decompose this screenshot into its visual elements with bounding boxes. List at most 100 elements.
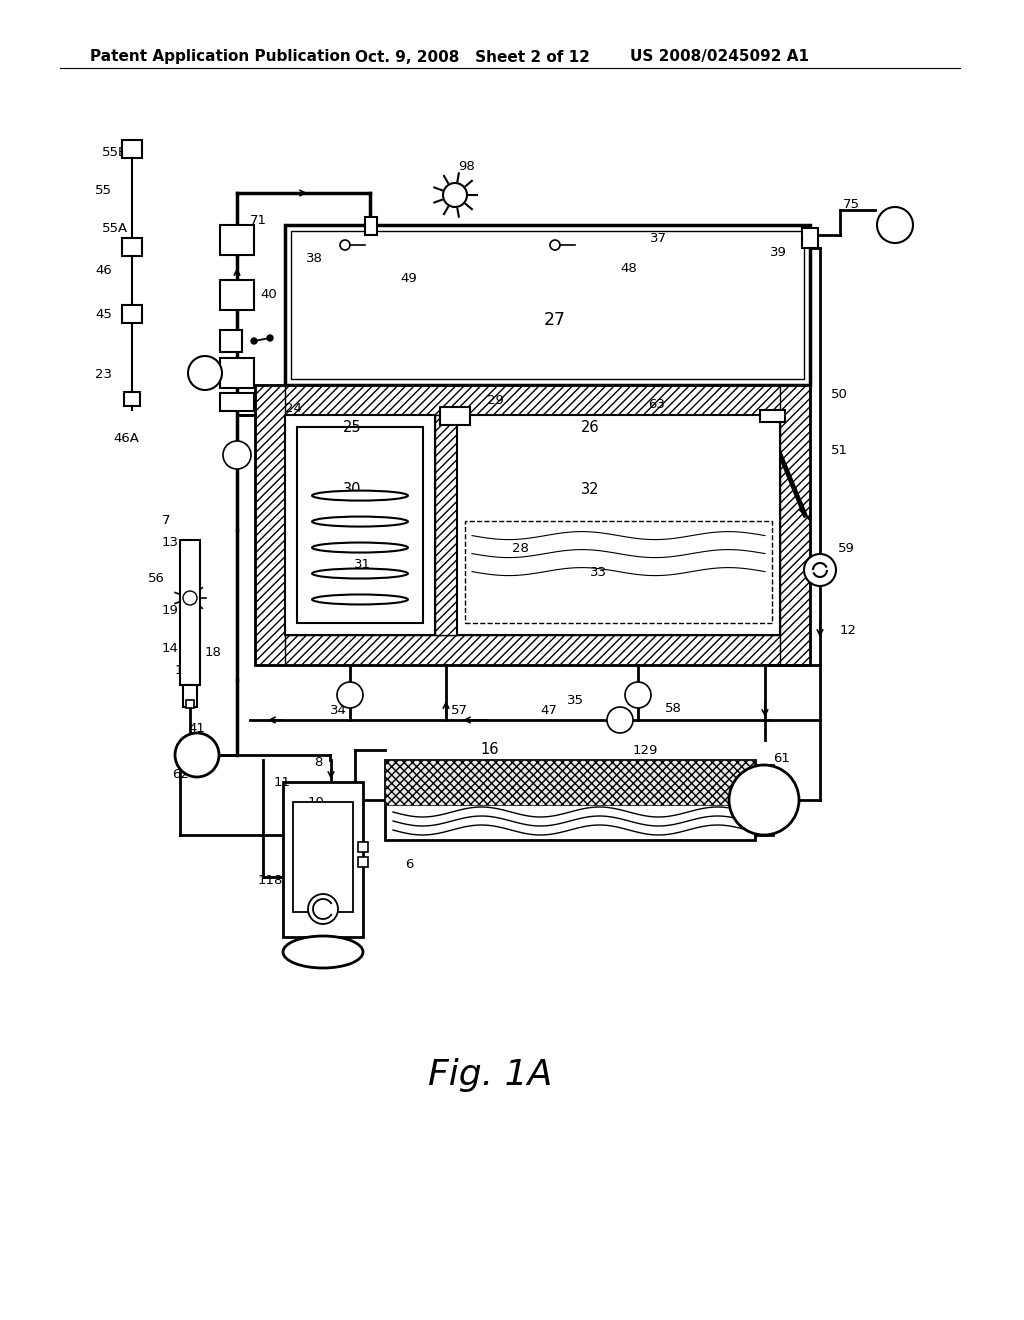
Bar — [285, 224, 810, 385]
Bar — [780, 385, 810, 665]
Bar — [291, 231, 804, 379]
Text: 39: 39 — [770, 246, 786, 259]
Bar — [802, 228, 818, 248]
Bar — [122, 238, 142, 256]
Bar — [358, 857, 368, 867]
Text: 84: 84 — [228, 396, 246, 408]
Bar — [220, 358, 254, 388]
Text: 57: 57 — [451, 704, 468, 717]
Text: 62: 62 — [172, 768, 188, 781]
Text: 5: 5 — [780, 788, 788, 801]
Bar — [255, 385, 285, 665]
Text: 16: 16 — [480, 742, 500, 758]
Text: 28: 28 — [512, 541, 528, 554]
Text: 48: 48 — [620, 261, 637, 275]
Bar — [435, 414, 457, 635]
Text: 25: 25 — [343, 421, 361, 436]
Text: 18: 18 — [205, 647, 222, 660]
Text: 71: 71 — [250, 214, 267, 227]
Text: 34: 34 — [330, 704, 347, 717]
Text: 11: 11 — [274, 776, 291, 788]
Ellipse shape — [312, 569, 408, 578]
Bar — [755, 766, 773, 836]
Text: 55: 55 — [95, 183, 112, 197]
Circle shape — [183, 591, 197, 605]
Text: 37: 37 — [650, 231, 667, 244]
Circle shape — [308, 894, 338, 924]
Text: 98: 98 — [458, 161, 475, 173]
Text: 33: 33 — [590, 565, 607, 578]
Text: 59: 59 — [838, 541, 855, 554]
Circle shape — [877, 207, 913, 243]
Circle shape — [251, 338, 257, 345]
Text: 6: 6 — [406, 858, 414, 871]
Bar — [220, 393, 254, 411]
Text: 45: 45 — [95, 309, 112, 322]
Text: 23: 23 — [95, 368, 112, 381]
Circle shape — [188, 356, 222, 389]
Bar — [186, 700, 194, 708]
Bar — [358, 842, 368, 851]
Text: 30: 30 — [343, 483, 361, 498]
Bar — [293, 803, 353, 912]
Text: 7: 7 — [162, 513, 171, 527]
Ellipse shape — [312, 543, 408, 553]
Text: 46A: 46A — [113, 432, 139, 445]
Bar — [255, 385, 810, 414]
Text: 22: 22 — [317, 902, 334, 915]
Bar — [122, 140, 142, 158]
Text: 49: 49 — [400, 272, 417, 285]
Text: 129: 129 — [633, 743, 658, 756]
Ellipse shape — [312, 594, 408, 605]
Circle shape — [550, 240, 560, 249]
Text: Z: Z — [201, 367, 210, 380]
Bar — [297, 426, 423, 623]
Text: US 2008/0245092 A1: US 2008/0245092 A1 — [630, 49, 809, 65]
Ellipse shape — [283, 936, 362, 968]
Text: 42: 42 — [228, 367, 246, 380]
Bar — [122, 305, 142, 323]
Text: 50: 50 — [831, 388, 848, 401]
Bar — [283, 781, 362, 937]
Circle shape — [340, 240, 350, 249]
Circle shape — [267, 335, 273, 341]
Circle shape — [175, 733, 219, 777]
Text: 31: 31 — [353, 558, 371, 572]
Text: 44: 44 — [222, 334, 240, 347]
Text: 56: 56 — [148, 572, 165, 585]
Ellipse shape — [312, 516, 408, 527]
Circle shape — [729, 766, 799, 836]
Text: 75: 75 — [843, 198, 860, 211]
Ellipse shape — [312, 491, 408, 500]
Bar — [255, 635, 810, 665]
Circle shape — [223, 441, 251, 469]
Circle shape — [337, 682, 362, 708]
Text: 46: 46 — [95, 264, 112, 276]
Bar — [760, 411, 785, 422]
Text: 9: 9 — [308, 843, 316, 857]
Text: 19: 19 — [162, 603, 179, 616]
Bar — [255, 385, 810, 665]
Text: 43: 43 — [228, 234, 246, 247]
Bar — [220, 280, 254, 310]
Text: 58: 58 — [665, 701, 682, 714]
Bar — [285, 414, 435, 635]
Text: 61: 61 — [773, 751, 790, 764]
Text: 55B: 55B — [102, 145, 128, 158]
Text: 10: 10 — [308, 796, 325, 809]
Bar — [183, 685, 197, 708]
Text: Fig. 1A: Fig. 1A — [428, 1059, 552, 1092]
Bar — [124, 392, 140, 407]
Text: 51: 51 — [831, 444, 848, 457]
Text: 118: 118 — [258, 874, 284, 887]
Text: 32: 32 — [581, 483, 599, 498]
Text: 15: 15 — [175, 664, 193, 676]
Bar — [220, 224, 254, 255]
Text: Oct. 9, 2008   Sheet 2 of 12: Oct. 9, 2008 Sheet 2 of 12 — [355, 49, 590, 65]
Bar — [440, 407, 470, 425]
Text: 24: 24 — [285, 401, 302, 414]
Text: 27: 27 — [544, 312, 566, 329]
Text: 17: 17 — [304, 953, 322, 966]
Text: 29: 29 — [487, 393, 504, 407]
Text: 38: 38 — [306, 252, 323, 264]
